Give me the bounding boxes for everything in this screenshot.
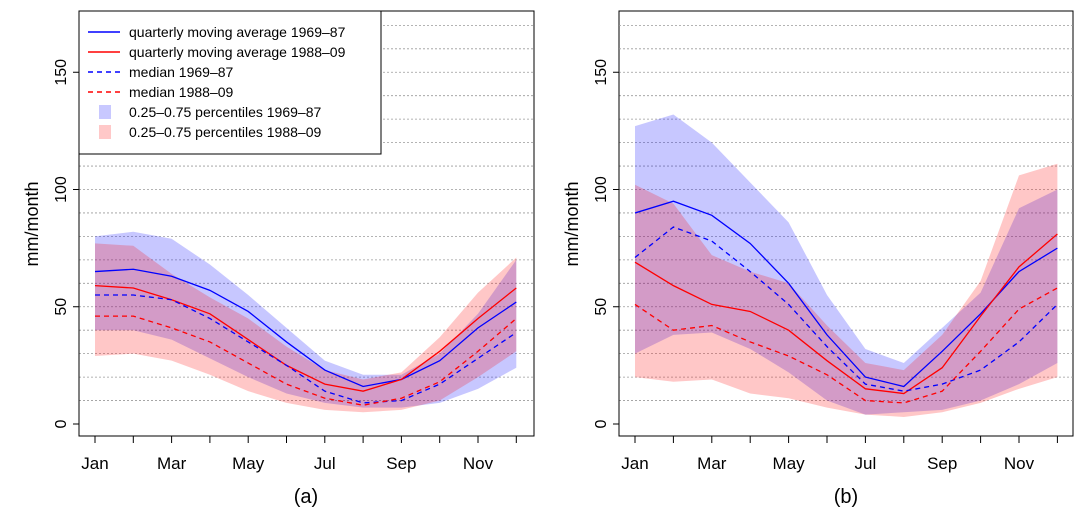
x-ticks-a: Jan Mar May Jul Sep Nov xyxy=(81,435,517,473)
x-tick-label: Nov xyxy=(463,454,494,473)
legend-swatch xyxy=(99,105,111,119)
legend-label: median 1969–87 xyxy=(129,64,234,80)
x-tick-label: Jan xyxy=(81,454,108,473)
panel-label-b: (b) xyxy=(834,486,858,508)
y-axis-label-b: mm/month xyxy=(562,181,582,266)
legend-swatch xyxy=(99,125,111,139)
bands-a xyxy=(95,231,517,413)
series-line-median-1969-87 xyxy=(634,226,1058,392)
panel-label-a: (a) xyxy=(294,486,318,508)
y-tick-label: 0 xyxy=(593,419,610,428)
chart-panel-b: mm/month (b) 0 50 100 150 Jan Mar May Jul Sep No… xyxy=(562,10,1074,508)
legend-label: 0.25–0.75 percentiles 1988–09 xyxy=(129,124,321,140)
x-tick-label: Jul xyxy=(314,454,336,473)
legend-label: quarterly moving average 1988–09 xyxy=(129,44,346,60)
y-ticks-b: 0 50 100 150 xyxy=(593,59,620,428)
percentile-band-1988-09 xyxy=(635,163,1058,417)
y-tick-label: 50 xyxy=(53,298,70,316)
x-tick-label: Jul xyxy=(855,454,877,473)
x-tick-label: Nov xyxy=(1004,454,1035,473)
x-tick-label: Sep xyxy=(386,454,416,473)
y-tick-label: 150 xyxy=(593,59,610,86)
x-tick-label: Mar xyxy=(697,454,727,473)
x-tick-label: Sep xyxy=(927,454,957,473)
legend: quarterly moving average 1969–87 quarterl… xyxy=(78,10,382,155)
legend-box xyxy=(78,10,382,155)
series-a xyxy=(94,268,517,406)
y-tick-label: 150 xyxy=(53,59,70,86)
series-line-avg-1969-87 xyxy=(634,200,1058,388)
percentile-band-1969-87 xyxy=(635,114,1058,415)
series-line-median-1988-09 xyxy=(95,315,517,406)
legend-label: quarterly moving average 1969–87 xyxy=(129,24,346,40)
y-tick-label: 100 xyxy=(593,176,610,203)
y-tick-label: 0 xyxy=(53,419,70,428)
series-b xyxy=(634,200,1058,404)
series-line-median-1988-09 xyxy=(634,287,1058,404)
series-line-avg-1988-09 xyxy=(94,284,517,392)
y-tick-label: 100 xyxy=(53,176,70,203)
chart-panel-a: mm/month (a) 0 50 100 150 Jan Mar May Jul Sep No… xyxy=(22,10,535,508)
x-tick-label: May xyxy=(773,454,806,473)
legend-label: median 1988–09 xyxy=(129,84,234,100)
y-ticks-a: 0 50 100 150 xyxy=(53,59,80,428)
legend-label: 0.25–0.75 percentiles 1969–87 xyxy=(129,104,321,120)
series-line-avg-1969-87 xyxy=(94,268,517,388)
x-tick-label: May xyxy=(232,454,265,473)
x-ticks-b: Jan Mar May Jul Sep Nov xyxy=(621,435,1058,473)
bands-b xyxy=(635,114,1058,417)
x-tick-label: Jan xyxy=(621,454,648,473)
x-tick-label: Mar xyxy=(157,454,187,473)
percentile-band-1988-09 xyxy=(95,243,517,413)
percentile-band-1969-87 xyxy=(95,231,517,408)
series-line-avg-1988-09 xyxy=(634,233,1058,395)
y-axis-label-a: mm/month xyxy=(22,181,42,266)
y-tick-label: 50 xyxy=(593,298,610,316)
